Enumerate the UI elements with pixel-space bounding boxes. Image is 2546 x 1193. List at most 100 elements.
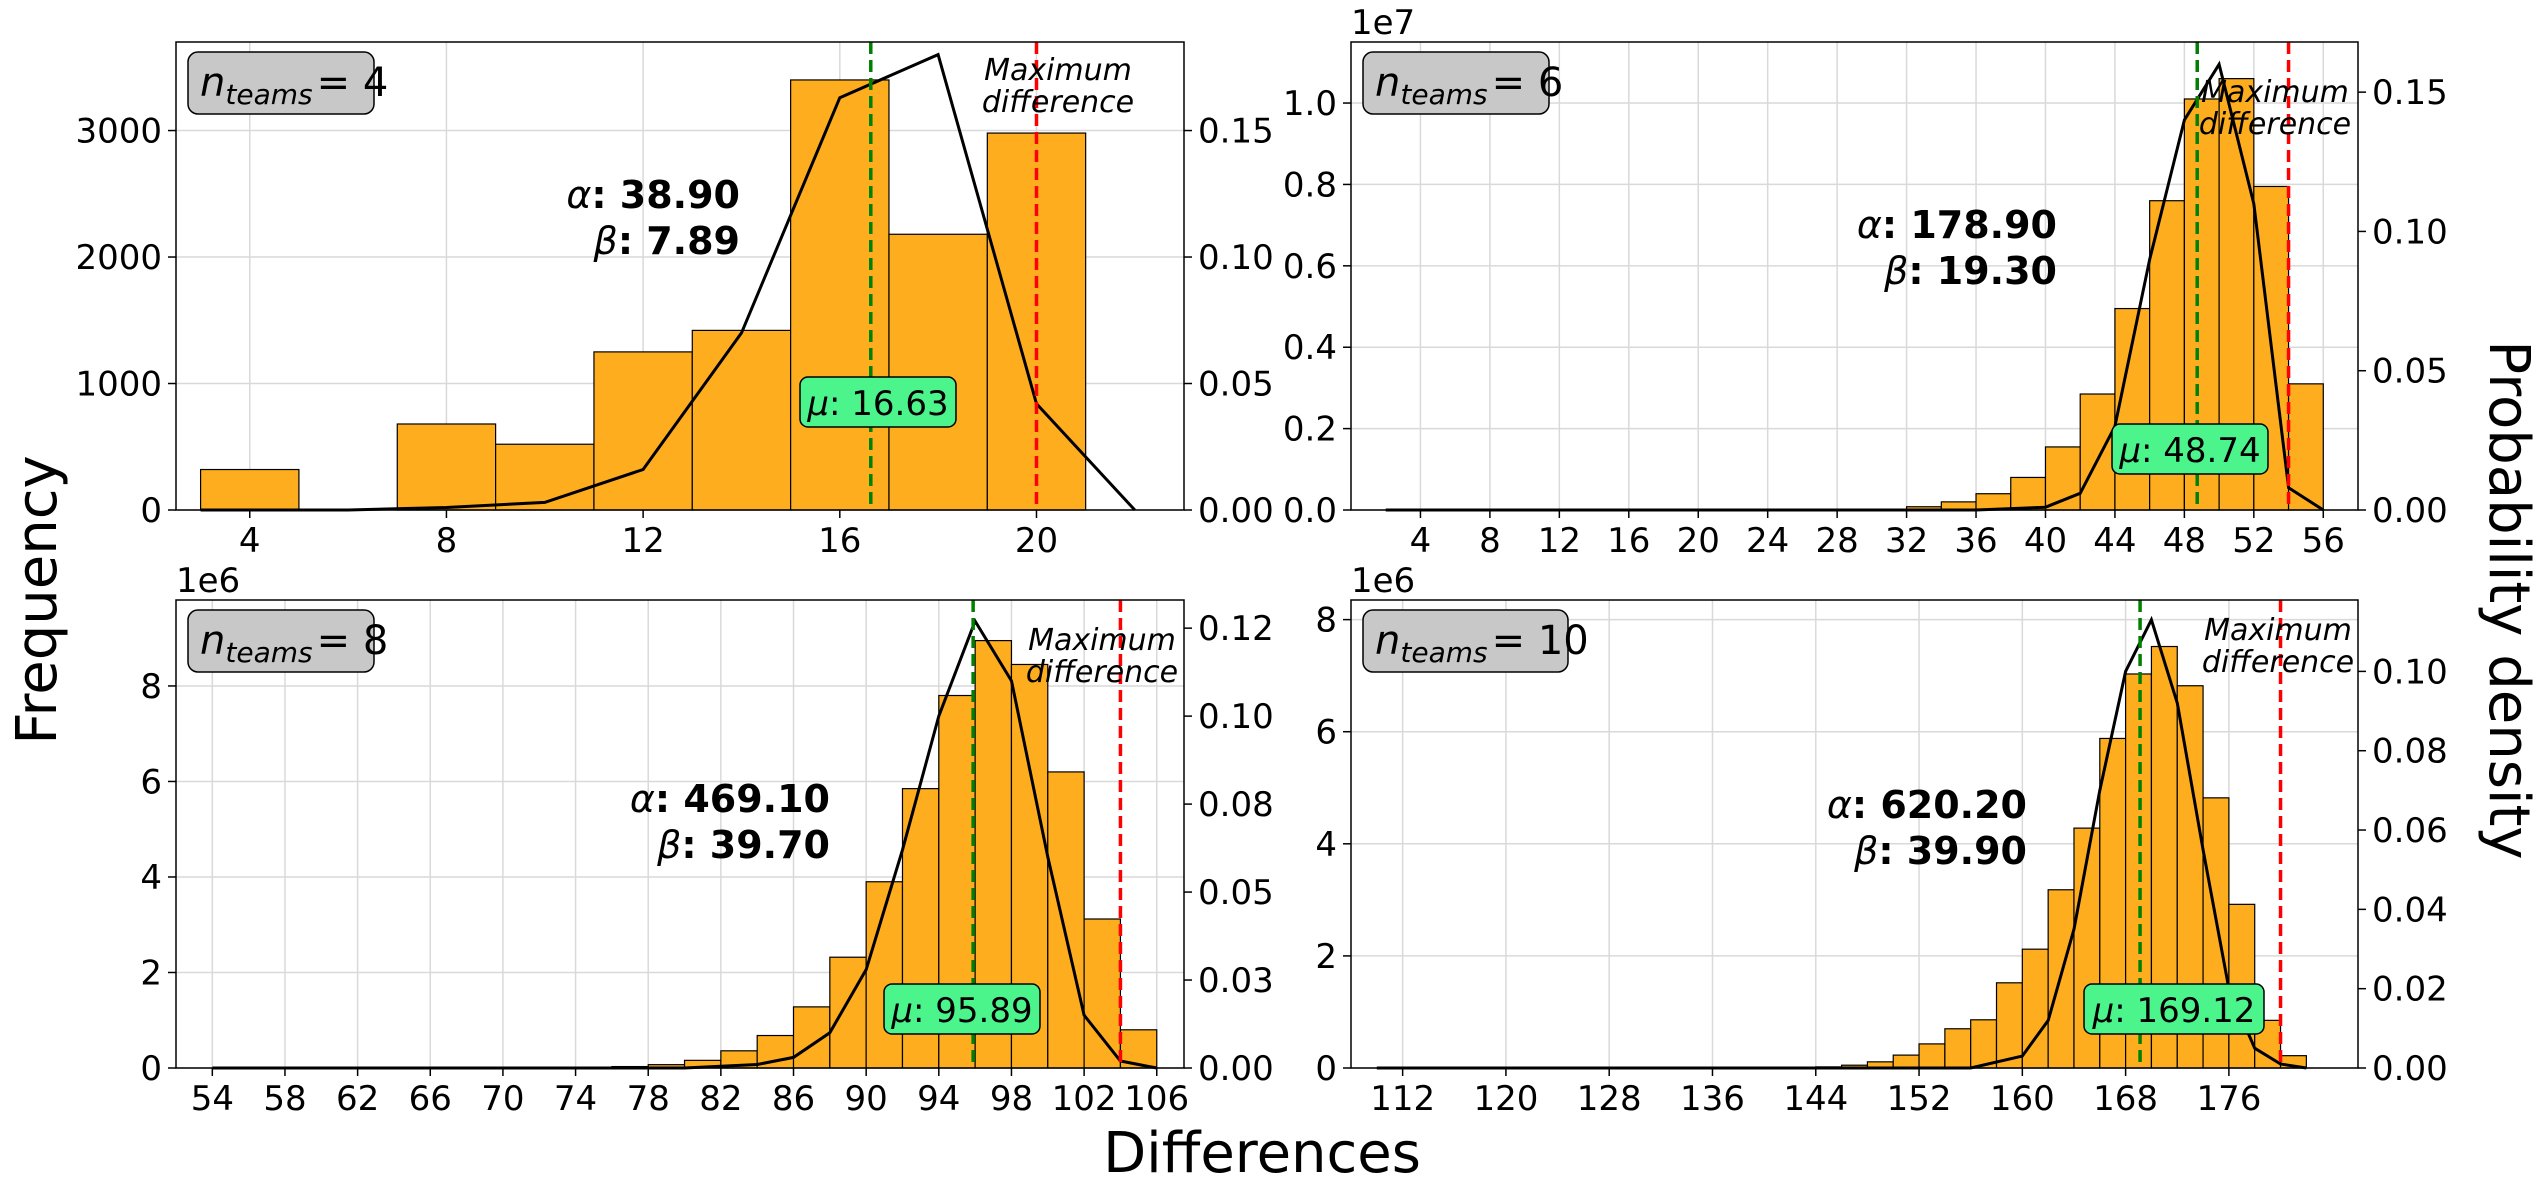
x-tick-label: 78 [627,1079,670,1119]
mean-value: : 95.89 [913,991,1033,1031]
max-difference-label-line1: Maximum [1028,623,1176,658]
x-tick-label: 82 [699,1079,742,1119]
x-tick-label: 120 [1473,1079,1538,1119]
nteams-value: = 4 [317,60,389,106]
histogram-bar [1918,1043,1946,1069]
y-tick-label: 1000 [75,365,162,405]
mean-label: μ: 169.12 [2092,991,2256,1031]
panel-nteams-10: 112 120 128 136 144 152 160 168 176 0 2 4 6 8 0.00 0.02… [1315,561,2447,1119]
max-difference-label-line2: difference [1026,655,1178,690]
y2-tick-label: 0.08 [2372,732,2448,772]
y2-tick-label: 0.05 [1198,873,1274,913]
y2-tick-label: 0.05 [1198,365,1274,405]
y2-tick-label: 0.15 [2372,73,2448,113]
max-difference-label-line2: difference [2199,107,2351,142]
histogram-bar [2010,476,2047,511]
mean-symbol: μ [2092,991,2115,1031]
nteams-sub: teams [1400,78,1487,111]
figure-xlabel: Differences [1103,1121,1421,1186]
histogram-bar [1892,1054,1920,1069]
beta-label: β: 39.70 [656,823,830,867]
nteams-label: nteams = 6 [1375,60,1563,111]
beta-label: β: 7.89 [593,219,740,263]
nteams-label: nteams = 4 [200,60,388,111]
y-tick-label: 0.6 [1283,247,1337,287]
x-tick-label: 168 [2093,1079,2158,1119]
y2-tick-label: 0.10 [1198,697,1274,737]
y2-tick-label: 0.00 [1198,491,1274,531]
nteams-sub: teams [225,636,312,669]
y2-tick-label: 0.03 [1198,961,1274,1001]
histogram-bar [790,79,890,511]
x-tick-label: 12 [621,521,664,561]
alpha-value: : 38.90 [591,173,740,217]
alpha-label: α: 469.10 [630,777,830,821]
mean-box [883,983,1041,1035]
y-tick-label: 6 [140,762,162,802]
x-tick-label: 32 [1885,521,1928,561]
y2-tick-label: 0.10 [1198,238,1274,278]
histogram-bar [1995,982,2023,1069]
histogram-bar [888,233,988,511]
y-tick-label: 2 [140,953,162,993]
y-tick-label: 2000 [75,238,162,278]
beta-symbol: β [1853,829,1878,873]
x-tick-label: 58 [263,1079,306,1119]
mean-label: μ: 95.89 [890,991,1032,1031]
y2-tick-label: 0.10 [2372,652,2448,692]
axes-frame [175,599,1185,1069]
y-tick-label: 1.0 [1283,84,1337,124]
x-tick-label: 176 [2196,1079,2261,1119]
x-tick-label: 54 [191,1079,234,1119]
mean-label: μ: 16.63 [806,384,948,424]
histogram-bar [1083,918,1122,1069]
y-tick-label: 0.4 [1283,328,1337,368]
histogram-bar [829,956,867,1069]
figure-ylabel-left: Frequency [5,455,70,744]
mean-value: : 16.63 [829,384,949,424]
x-tick-label: 16 [1607,521,1650,561]
x-tick-label: 136 [1680,1079,1745,1119]
alpha-label: α: 38.90 [566,173,740,217]
panel-nteams-6: 4 8 12 16 20 24 28 32 36 40 44 48 52 560.00.20.40.60.… [1283,3,2448,561]
axes-frame [175,41,1185,511]
alpha-value: : 469.10 [655,777,830,821]
beta-value: : 39.70 [681,823,830,867]
x-tick-label: 44 [2093,521,2136,561]
y-tick-label: 0 [1315,1049,1337,1089]
density-curve [212,617,1158,1070]
mean-symbol: μ [806,384,829,424]
alpha-symbol: α [630,777,655,821]
nteams-n: n [200,60,225,106]
nteams-box [187,51,375,115]
y2-tick-label: 0.00 [2372,491,2448,531]
density-curve [200,52,1136,512]
beta-symbol: β [656,823,681,867]
mean-box [2083,983,2265,1035]
y-tick-label: 2 [1315,937,1337,977]
y-tick-label: 3000 [75,112,162,152]
figure-ylabel-right: Probability density [2476,340,2541,859]
beta-symbol: β [1883,249,1908,293]
beta-value: : 7.89 [618,219,740,263]
nteams-box [1362,51,1550,115]
y-tick-label: 0.2 [1283,410,1337,450]
x-tick-label: 98 [990,1079,1033,1119]
y2-tick-label: 0.02 [2372,970,2448,1010]
y-exponent-label: 1e7 [1351,3,1415,43]
beta-value: : 19.30 [1908,249,2057,293]
max-difference-label-line1: Maximum [984,53,1132,88]
x-tick-label: 4 [239,521,261,561]
histogram-bar [396,423,497,511]
x-tick-label: 8 [436,521,458,561]
y2-tick-label: 0.05 [2372,352,2448,392]
nteams-label: nteams = 8 [200,618,388,669]
x-tick-label: 62 [336,1079,379,1119]
alpha-symbol: α [1857,203,1882,247]
nteams-sub: teams [1400,636,1487,669]
nteams-n: n [1375,60,1400,106]
x-tick-label: 20 [1677,521,1720,561]
panel-nteams-4: 4 8 12 16 20 0 1000 2000 3000 0.00 0.05 0.10 0.15 nte… [75,41,1274,561]
y-tick-label: 0.0 [1283,491,1337,531]
histogram-bar [1047,771,1085,1069]
